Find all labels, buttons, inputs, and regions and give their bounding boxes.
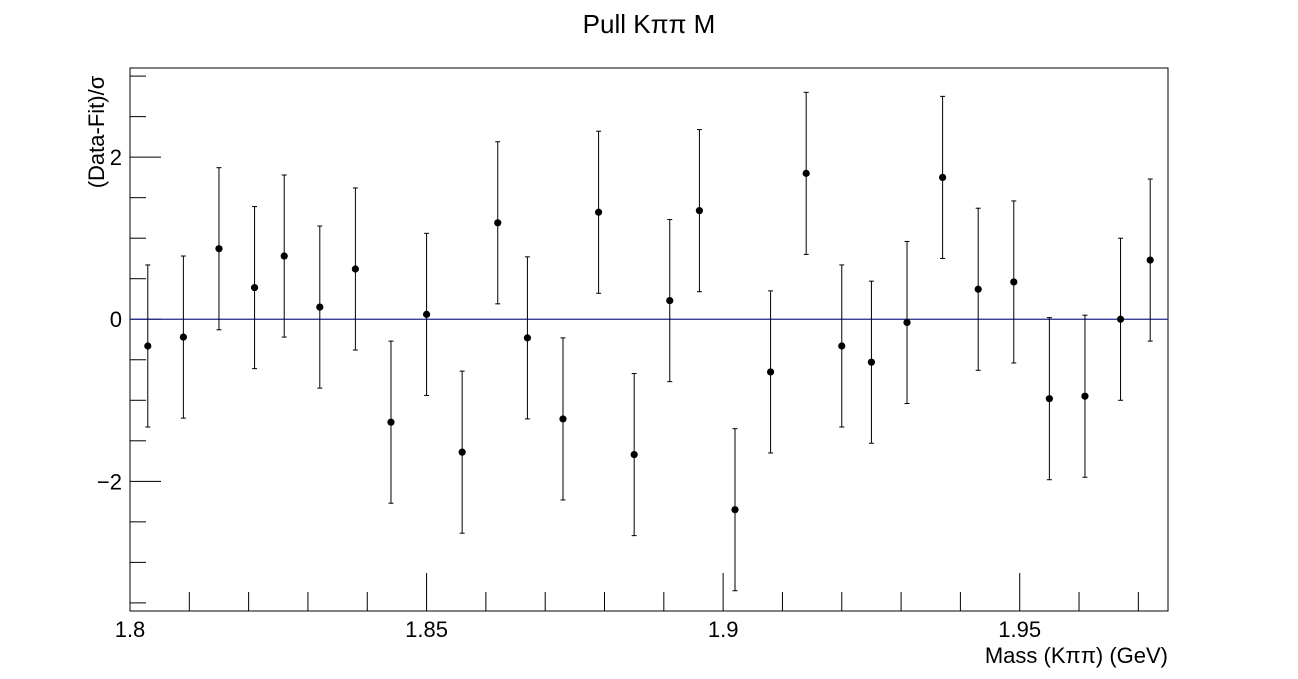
data-point-group <box>1010 200 1018 364</box>
data-point-group <box>422 232 431 396</box>
data-point <box>802 169 810 177</box>
data-point <box>144 342 152 350</box>
data-series <box>144 91 1154 592</box>
data-point <box>630 450 638 459</box>
data-point-group <box>179 255 187 419</box>
data-point <box>458 448 466 456</box>
x-tick-label: 1.95 <box>998 617 1041 642</box>
plot-frame-rect <box>129 67 1169 612</box>
data-point-group <box>903 240 911 405</box>
data-point-group <box>280 174 288 338</box>
data-point-group <box>523 256 532 420</box>
data-point <box>559 415 567 423</box>
data-point <box>351 265 359 273</box>
data-point <box>179 333 187 341</box>
data-point-group <box>351 187 359 351</box>
data-point-group <box>630 373 638 537</box>
data-point-group <box>838 264 846 428</box>
data-point-group <box>250 206 259 370</box>
data-point <box>387 418 395 426</box>
data-point-group <box>316 225 324 389</box>
data-point <box>766 368 775 376</box>
data-point-group <box>458 370 466 534</box>
data-point <box>280 252 288 260</box>
data-point-group <box>1146 178 1154 342</box>
x-tick-label: 1.9 <box>708 617 739 642</box>
data-point-group <box>802 91 810 255</box>
data-point <box>523 334 532 342</box>
data-point <box>494 219 502 227</box>
data-point <box>1116 315 1125 323</box>
data-point <box>867 358 876 366</box>
chart-title: Pull Kππ M <box>583 9 716 39</box>
data-point <box>1081 392 1089 400</box>
data-point <box>903 318 911 327</box>
data-point <box>695 207 704 215</box>
y-axis-label: (Data-Fit)/σ <box>84 75 109 188</box>
data-point-group <box>594 130 603 294</box>
data-point-group <box>215 167 223 331</box>
x-tick-label: 1.8 <box>115 617 146 642</box>
data-point-group <box>666 219 674 383</box>
x-axis-label: Mass (Kππ) (GeV) <box>985 643 1168 668</box>
plot-frame <box>129 67 1169 612</box>
axis-ticks: 1.8 1.85 1.9 1.95 −2 0 2 <box>97 75 1139 642</box>
data-point <box>594 208 603 216</box>
data-point-group <box>731 428 739 592</box>
data-point-group <box>939 95 947 259</box>
data-point-group <box>144 264 152 428</box>
data-point-group <box>974 207 982 371</box>
data-point-group <box>1081 314 1089 478</box>
data-point-group <box>695 129 704 293</box>
data-point <box>1010 278 1018 286</box>
data-point-group <box>766 290 775 454</box>
data-point <box>1045 395 1053 403</box>
data-point-group <box>387 340 395 504</box>
data-point <box>422 310 431 318</box>
data-point <box>316 303 324 311</box>
data-point-group <box>1045 317 1053 481</box>
data-point <box>939 173 947 182</box>
data-point-group <box>867 280 876 444</box>
y-tick-label: 2 <box>110 145 122 170</box>
data-point <box>974 285 982 293</box>
data-point-group <box>559 337 567 501</box>
y-tick-label: 0 <box>110 307 122 332</box>
data-point-group <box>1116 237 1125 401</box>
x-tick-label: 1.85 <box>405 617 448 642</box>
data-point <box>1146 256 1154 264</box>
y-tick-label: −2 <box>97 469 122 494</box>
data-point <box>838 342 846 350</box>
data-point <box>250 284 259 292</box>
data-point <box>666 296 674 305</box>
data-point <box>215 245 223 253</box>
data-point <box>731 506 739 514</box>
data-point-group <box>494 141 502 305</box>
